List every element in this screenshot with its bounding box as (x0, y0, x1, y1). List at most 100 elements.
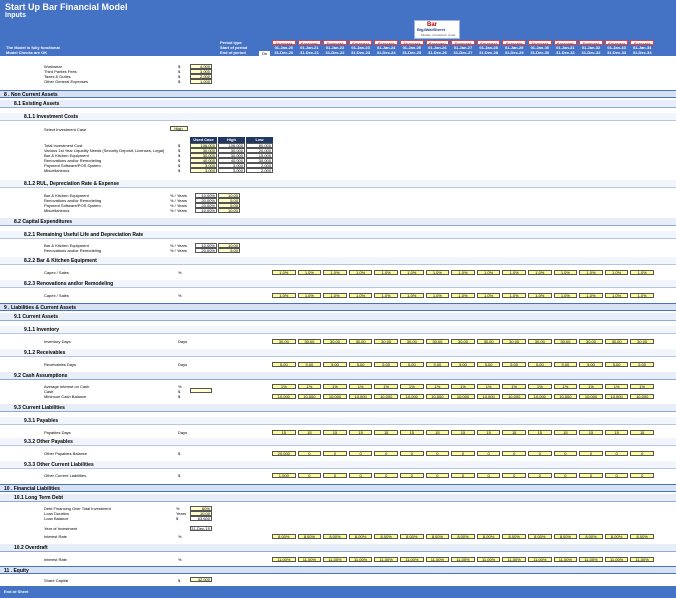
ts-cell[interactable]: 10,000 (579, 394, 603, 399)
investment-cell[interactable]: 3,000 (218, 168, 245, 173)
ts-cell[interactable]: 10,000 (451, 394, 475, 399)
ts-cell[interactable]: 5.00 (630, 362, 654, 367)
ts-cell[interactable]: 11.00% (323, 557, 347, 562)
share-capital-input[interactable]: 42,000 (190, 577, 212, 582)
rul-years[interactable]: 10.00 (218, 243, 240, 248)
ts-cell[interactable]: 1.0% (425, 270, 450, 275)
ts-cell[interactable]: 1.0% (553, 270, 578, 275)
ts-cell[interactable]: 0 (579, 451, 603, 456)
rul-years[interactable]: 10.00 (218, 193, 240, 198)
ts-cell[interactable]: 10,000 (528, 394, 552, 399)
ts-cell[interactable]: 0 (502, 451, 526, 456)
investment-cell[interactable]: 2,000 (246, 168, 273, 173)
ts-cell[interactable]: 5.00 (400, 362, 424, 367)
ts-cell[interactable]: 15 (553, 430, 578, 435)
ts-cell[interactable]: 10,000 (272, 394, 296, 399)
ts-cell[interactable]: 5.00 (579, 362, 603, 367)
ts-cell[interactable]: 30.00 (502, 339, 526, 344)
investment-cell[interactable]: 30,000 (218, 148, 245, 153)
opex-input[interactable]: 3,000 (190, 69, 212, 74)
ts-cell[interactable]: 1.0% (630, 270, 654, 275)
ts-cell[interactable]: 30.00 (425, 339, 450, 344)
ts-cell[interactable]: 0 (630, 451, 654, 456)
ts-cell[interactable]: 5.00 (553, 362, 578, 367)
ts-cell[interactable]: 1.0% (604, 293, 629, 298)
ts-cell[interactable]: 11.00% (297, 557, 322, 562)
ts-cell[interactable]: 10,000 (323, 394, 347, 399)
ts-cell[interactable]: 11.00% (553, 557, 578, 562)
ts-cell[interactable]: 30.00 (476, 339, 501, 344)
ts-cell[interactable]: 1.0% (502, 270, 526, 275)
ts-cell[interactable]: 30.00 (348, 339, 373, 344)
ts-cell[interactable]: 1% (272, 384, 296, 389)
ts-cell[interactable]: 0 (630, 473, 654, 478)
ts-cell[interactable]: 1% (374, 384, 398, 389)
rul-years[interactable]: 10.00 (218, 208, 240, 213)
ts-cell[interactable]: 11.00% (528, 557, 552, 562)
ts-cell[interactable]: 1.0% (400, 270, 424, 275)
ts-cell[interactable]: 1% (528, 384, 552, 389)
ts-cell[interactable]: 10,000 (297, 394, 322, 399)
ts-cell[interactable]: 1.0% (502, 293, 526, 298)
ts-cell[interactable]: 30.00 (604, 339, 629, 344)
ts-cell[interactable]: 1.0% (272, 293, 296, 298)
ts-cell[interactable]: 1.0% (604, 270, 629, 275)
ts-cell[interactable]: 8.00% (425, 534, 450, 539)
ts-cell[interactable]: 15 (502, 430, 526, 435)
ts-cell[interactable]: 0 (425, 451, 450, 456)
ts-cell[interactable]: 15 (425, 430, 450, 435)
ts-cell[interactable]: 15 (272, 430, 296, 435)
ts-cell[interactable]: 0 (553, 473, 578, 478)
ts-cell[interactable]: 10,000 (400, 394, 424, 399)
ts-cell[interactable]: 15 (528, 430, 552, 435)
ts-cell[interactable]: 1.0% (297, 293, 322, 298)
ts-cell[interactable]: 30.00 (323, 339, 347, 344)
ts-cell[interactable]: 5.00 (425, 362, 450, 367)
ts-cell[interactable]: 8.00% (272, 534, 296, 539)
ts-cell[interactable]: 5.00 (604, 362, 629, 367)
ts-cell[interactable]: 1.0% (630, 293, 654, 298)
ts-cell[interactable]: 8.00% (348, 534, 373, 539)
ts-cell[interactable]: 11.00% (374, 557, 398, 562)
investment-cell[interactable]: 2,000 (246, 163, 273, 168)
ts-cell[interactable]: 5.00 (476, 362, 501, 367)
ts-cell[interactable]: 1.0% (374, 293, 398, 298)
ts-cell[interactable]: 30.00 (451, 339, 475, 344)
ts-cell[interactable]: 1% (348, 384, 373, 389)
ts-cell[interactable]: 0 (476, 451, 501, 456)
ts-cell[interactable]: 1.0% (451, 270, 475, 275)
ts-cell[interactable]: 1.0% (323, 270, 347, 275)
ts-cell[interactable]: 5.00 (502, 362, 526, 367)
ts-cell[interactable]: 11.00% (272, 557, 296, 562)
ts-cell[interactable]: 1% (400, 384, 424, 389)
ts-cell[interactable]: 0 (297, 451, 322, 456)
investment-cell[interactable]: 3,000 (218, 163, 245, 168)
ts-cell[interactable]: 0 (400, 451, 424, 456)
ts-cell[interactable]: 1% (579, 384, 603, 389)
ts-cell[interactable]: 0 (451, 473, 475, 478)
ts-cell[interactable]: 1% (604, 384, 629, 389)
ts-cell[interactable]: 0 (579, 473, 603, 478)
ts-cell[interactable]: 15 (348, 430, 373, 435)
ltd-input[interactable]: 60% (190, 506, 212, 511)
ts-cell[interactable]: 1.0% (553, 293, 578, 298)
ts-cell[interactable]: 1.0% (297, 270, 322, 275)
ts-cell[interactable]: 8.00% (297, 534, 322, 539)
ts-cell[interactable]: 8.00% (502, 534, 526, 539)
ts-cell[interactable]: 1,000 (272, 473, 296, 478)
ts-cell[interactable]: 15 (476, 430, 501, 435)
ltd-input[interactable]: 10.00 (190, 511, 212, 516)
ts-cell[interactable]: 1% (553, 384, 578, 389)
ts-cell[interactable]: 1.0% (579, 293, 603, 298)
investment-cell[interactable]: 15,000 (246, 153, 273, 158)
ts-cell[interactable]: 15 (630, 430, 654, 435)
ts-cell[interactable]: 8.00% (374, 534, 398, 539)
ts-cell[interactable]: 30.00 (630, 339, 654, 344)
ts-cell[interactable]: 0 (374, 473, 398, 478)
ts-cell[interactable]: 10,000 (374, 394, 398, 399)
ts-cell[interactable]: 1.0% (476, 293, 501, 298)
opex-input[interactable]: 4,000 (190, 64, 212, 69)
ts-cell[interactable]: 0 (400, 473, 424, 478)
ts-cell[interactable]: 5.00 (374, 362, 398, 367)
ts-cell[interactable]: 15 (400, 430, 424, 435)
